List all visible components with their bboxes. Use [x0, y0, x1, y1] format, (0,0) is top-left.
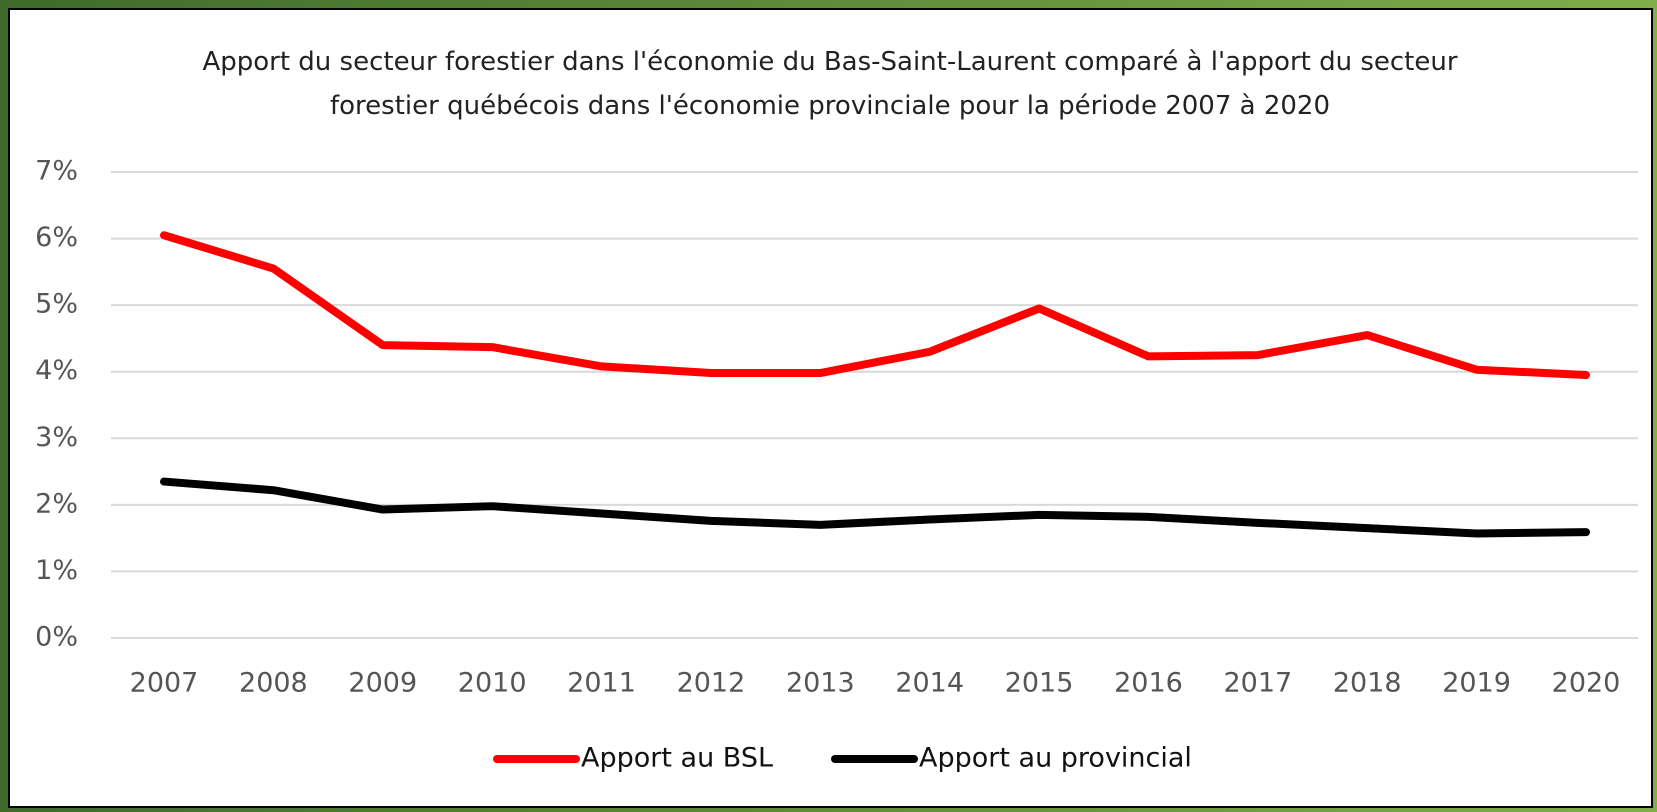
x-tick-label: 2009 [348, 668, 417, 699]
series-line [160, 231, 1590, 380]
legend-label: Apport au provincial [919, 743, 1192, 774]
y-tick-label: 4% [35, 355, 78, 386]
x-tick-label: 2018 [1333, 668, 1402, 699]
y-tick-label: 2% [35, 488, 78, 519]
x-tick-label: 2007 [130, 668, 199, 699]
x-tick-label: 2017 [1223, 668, 1292, 699]
y-tick-label: 5% [35, 289, 78, 320]
y-tick-label: 7% [35, 156, 78, 187]
x-tick-label: 2008 [239, 668, 308, 699]
y-tick-label: 0% [35, 622, 78, 653]
chart-frame [8, 8, 1653, 808]
x-tick-label: 2020 [1552, 668, 1621, 699]
x-tick-label: 2010 [458, 668, 527, 699]
x-tick-label: 2013 [786, 668, 855, 699]
series-line [160, 477, 1590, 538]
x-tick-label: 2016 [1114, 668, 1183, 699]
chart-title: Apport du secteur forestier dans l'écono… [202, 47, 1458, 121]
x-tick-label: 2014 [895, 668, 964, 699]
y-tick-label: 3% [35, 422, 78, 453]
x-tick-label: 2019 [1442, 668, 1511, 699]
legend-label: Apport au BSL [581, 743, 773, 774]
y-tick-label: 6% [35, 222, 78, 253]
x-tick-label: 2015 [1005, 668, 1074, 699]
x-tick-label: 2011 [567, 668, 636, 699]
x-tick-label: 2012 [677, 668, 746, 699]
y-tick-label: 1% [35, 555, 78, 586]
